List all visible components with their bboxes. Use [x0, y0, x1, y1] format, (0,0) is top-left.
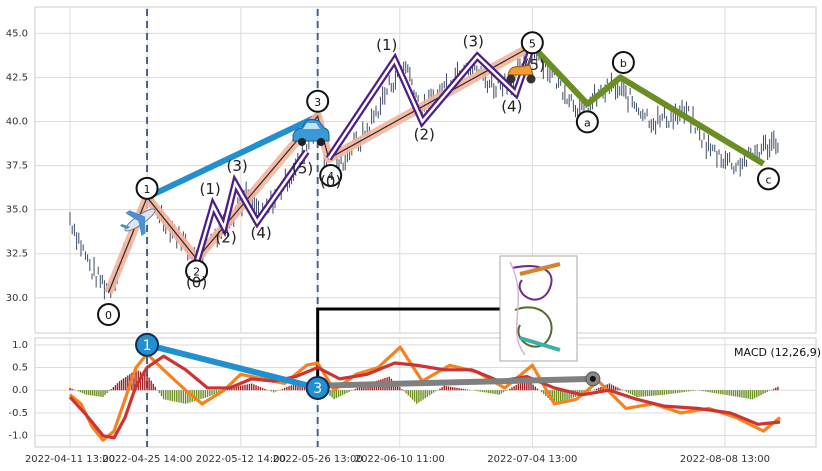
price-tick-label: 45.0	[6, 28, 28, 39]
macd-blue-line	[144, 341, 321, 391]
scooter-body	[507, 64, 534, 76]
macd-legend: MACD (12,26,9)	[734, 346, 821, 359]
gray-line	[314, 375, 596, 389]
wave-3-circle	[306, 89, 330, 113]
airplane-icon	[119, 208, 156, 237]
wave-0-circle	[97, 302, 121, 326]
wave-4-label: 4	[327, 170, 334, 183]
wave-2-circle	[185, 259, 209, 283]
macd-tick-label: 1.0	[12, 340, 28, 351]
car-body	[292, 119, 330, 142]
subwave-2-label: (3)	[463, 32, 484, 50]
x-tick-label: 2022-05-26 13:00	[273, 454, 363, 465]
car-wheel	[317, 138, 325, 146]
scooter-wheel	[506, 74, 516, 84]
wave-b-circle	[611, 50, 635, 74]
subwave-1-label: (5)	[292, 159, 313, 177]
subwave-1-label: (0)	[186, 274, 207, 292]
wave-a-circle	[575, 110, 599, 134]
wave-3-label: 3	[314, 96, 321, 109]
airplane-tail	[119, 224, 131, 230]
subwave-2-inner	[327, 45, 534, 160]
macd-tick-label: 0.0	[12, 385, 28, 396]
subwave-1-inner	[195, 150, 308, 263]
wave-4-circle	[319, 164, 343, 188]
airplane-wing-top	[125, 210, 145, 222]
price-tick-label: 35.0	[6, 205, 28, 216]
major-wave-line	[107, 45, 533, 293]
scooter-wheel	[526, 74, 536, 84]
subwave-2-label: (2)	[414, 126, 435, 144]
macd-series: 13	[68, 332, 782, 442]
macd-blue-node	[305, 375, 330, 400]
x-tick-label: 2022-06-10 11:00	[355, 454, 445, 465]
price-tick-label: 32.5	[6, 249, 28, 260]
wave-5-circle	[520, 31, 544, 55]
x-tick-label: 2022-07-04 13:00	[487, 454, 577, 465]
wave-5-label: 5	[529, 37, 536, 50]
gray-line-end-dot	[589, 375, 596, 382]
car-wheel	[298, 138, 306, 146]
x-tick-label: 2022-08-08 13:00	[680, 454, 770, 465]
subwave-1-label: (3)	[226, 157, 247, 175]
axis-labels: 45.0 42.5 40.0 37.5 35.0 32.5 30.0 1.0 0.5 0.0 -0.…	[6, 28, 770, 465]
wave-0-label: 0	[105, 309, 112, 322]
price-tick-label: 40.0	[6, 117, 28, 128]
price-tick-label: 30.0	[6, 293, 28, 304]
inset-thumbnail-curve-3	[509, 261, 526, 356]
price-tick-label: 42.5	[6, 72, 28, 83]
macd-tick-label: -1.0	[8, 431, 28, 442]
airplane-wing-bottom	[138, 216, 146, 237]
subwave-1-label: (2)	[215, 228, 236, 246]
icons	[119, 56, 578, 362]
wave-b-label: b	[620, 57, 627, 70]
inset-connector	[316, 307, 500, 378]
car-window	[303, 123, 320, 129]
subwave-1-label: (1)	[199, 180, 220, 198]
inset-thumbnail-bar-2	[519, 336, 561, 352]
wave-a-label: a	[584, 116, 591, 129]
subwave-2-label: (4)	[501, 97, 522, 115]
wave-2-label: 2	[193, 265, 200, 278]
inset-thumbnail-bar-1	[519, 262, 561, 276]
price-panel-bg	[34, 6, 817, 334]
macd-blue-node	[135, 332, 160, 357]
subwave-1-label: (4)	[251, 224, 272, 242]
macd-blue-node-label: 3	[313, 381, 322, 397]
subwave-2-label: (1)	[376, 36, 397, 54]
wave-c-circle	[756, 167, 780, 191]
correction-path	[530, 43, 766, 167]
macd-tick-label: -0.5	[8, 408, 28, 419]
wave-1-circle	[135, 176, 159, 200]
price-tick-label: 37.5	[6, 161, 28, 172]
inset-thumbnail-curve-1	[511, 265, 553, 301]
scooter-icon	[506, 56, 536, 84]
scooter-handle	[527, 56, 533, 66]
macd-tick-label: 0.5	[12, 363, 28, 374]
blue-trend-line	[144, 113, 321, 201]
wave-c-label: c	[765, 173, 771, 186]
macd-series-2	[68, 354, 781, 440]
wave-1-label: 1	[144, 183, 151, 196]
subwave-2-label: (0)	[320, 173, 341, 191]
macd-blue-node-label: 1	[143, 338, 152, 354]
car-icon	[292, 119, 330, 146]
x-tick-label: 2022-04-11 13:00	[25, 454, 115, 465]
wave-overlays: 0 1 2 3 4 5 a b c (0) (1) (2) (3) (4) (5) (0) (1) (2) (3) (…	[97, 9, 780, 447]
x-tick-label: 2022-05-12 14:00	[196, 454, 286, 465]
x-tick-label: 2022-04-25 14:00	[102, 454, 192, 465]
